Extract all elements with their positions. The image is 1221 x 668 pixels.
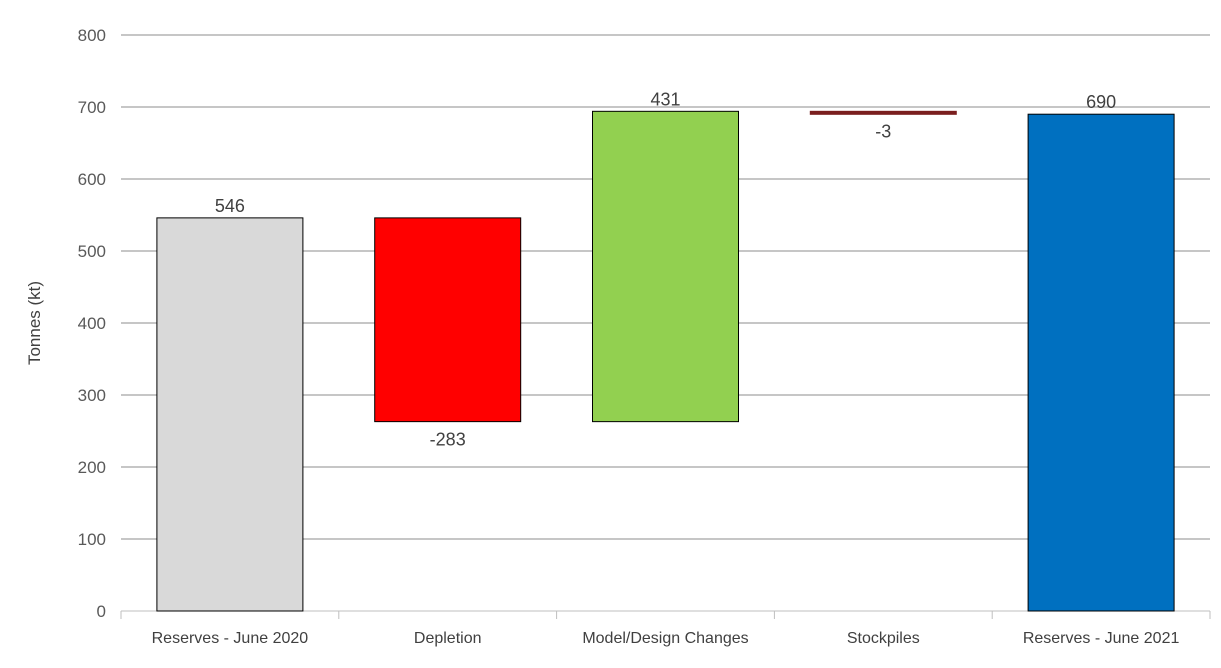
y-tick-label: 0: [97, 602, 106, 621]
x-tick-label: Stockpiles: [847, 630, 920, 647]
y-tick-label: 400: [78, 314, 106, 333]
bar-depletion: [374, 217, 522, 423]
x-tick-label: Reserves - June 2020: [152, 630, 309, 647]
y-tick-label: 800: [78, 26, 106, 45]
data-label: 431: [650, 89, 680, 109]
bar-stockpiles: [809, 110, 957, 115]
x-tick-label: Reserves - June 2021: [1023, 630, 1180, 647]
y-axis-label: Tonnes (kt): [25, 281, 44, 365]
bar-reserves-june-2020: [156, 217, 304, 612]
bar-layer: [156, 110, 1175, 612]
y-tick-label: 200: [78, 458, 106, 477]
bar-reserves-june-2021: [1027, 113, 1175, 612]
bar-model-design-changes: [592, 110, 739, 423]
y-tick-label: 300: [78, 386, 106, 405]
y-tick-label: 500: [78, 242, 106, 261]
axis-layer: 0 100 200 300 400 500 600 700 800 Reserves - June…: [78, 26, 1211, 647]
data-label: -283: [430, 430, 466, 450]
data-label: 690: [1086, 92, 1116, 112]
y-tick-label: 600: [78, 170, 106, 189]
x-tick-label: Model/Design Changes: [582, 630, 748, 647]
x-tick-label: Depletion: [414, 630, 482, 647]
y-tick-label: 100: [78, 530, 106, 549]
y-tick-label: 700: [78, 98, 106, 117]
label-layer: 546 -283 431 -3 690: [215, 89, 1116, 449]
data-label: -3: [875, 121, 891, 141]
data-label: 546: [215, 196, 245, 216]
